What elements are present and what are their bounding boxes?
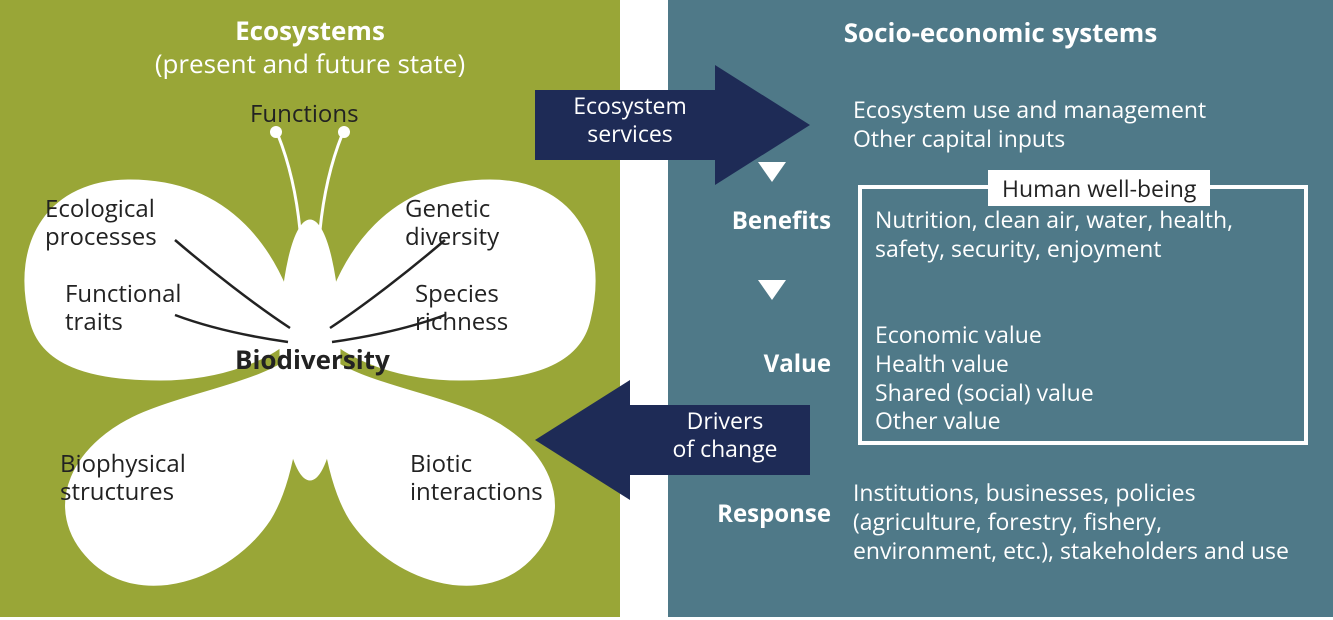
response-body: Institutions, businesses, policies (agri… (853, 478, 1293, 564)
value-body: Economic valueHealth valueShared (social… (853, 320, 1094, 435)
socioeconomic-title: Socio-economic systems (668, 14, 1333, 50)
drivers-of-change-arrow-label: Driversof change (650, 407, 800, 462)
ecosystems-title-bold: Ecosystems (235, 12, 385, 48)
genetic-diversity-label: Geneticdiversity (405, 195, 499, 250)
ecological-processes-label: Ecologicalprocesses (45, 195, 157, 250)
flow-arrow-2-icon (758, 280, 786, 300)
benefits-head: Benefits (688, 205, 853, 236)
biophysical-structures-label: Biophysicalstructures (60, 450, 186, 505)
ecosystem-services-arrow-label: Ecosystemservices (555, 92, 705, 147)
value-head: Value (688, 320, 853, 379)
biodiversity-label: Biodiversity (235, 345, 390, 375)
benefits-body: Nutrition, clean air, water, health, saf… (853, 205, 1273, 263)
ecosystems-title: Ecosystems (present and future state) (0, 14, 620, 79)
biotic-interactions-label: Bioticinteractions (410, 450, 543, 505)
wellbeing-title: Human well-being (988, 170, 1210, 206)
flow-body-intro: Ecosystem use and managementOther capita… (853, 95, 1206, 153)
ecosystems-title-sub: (present and future state) (155, 45, 465, 81)
functional-traits-label: Functionaltraits (65, 280, 181, 335)
flow-row-benefits: Benefits Nutrition, clean air, water, he… (688, 205, 1273, 263)
species-richness-label: Speciesrichness (415, 280, 508, 335)
functions-label: Functions (250, 100, 359, 128)
ecosystems-panel: Ecosystems (present and future state) (0, 0, 620, 617)
